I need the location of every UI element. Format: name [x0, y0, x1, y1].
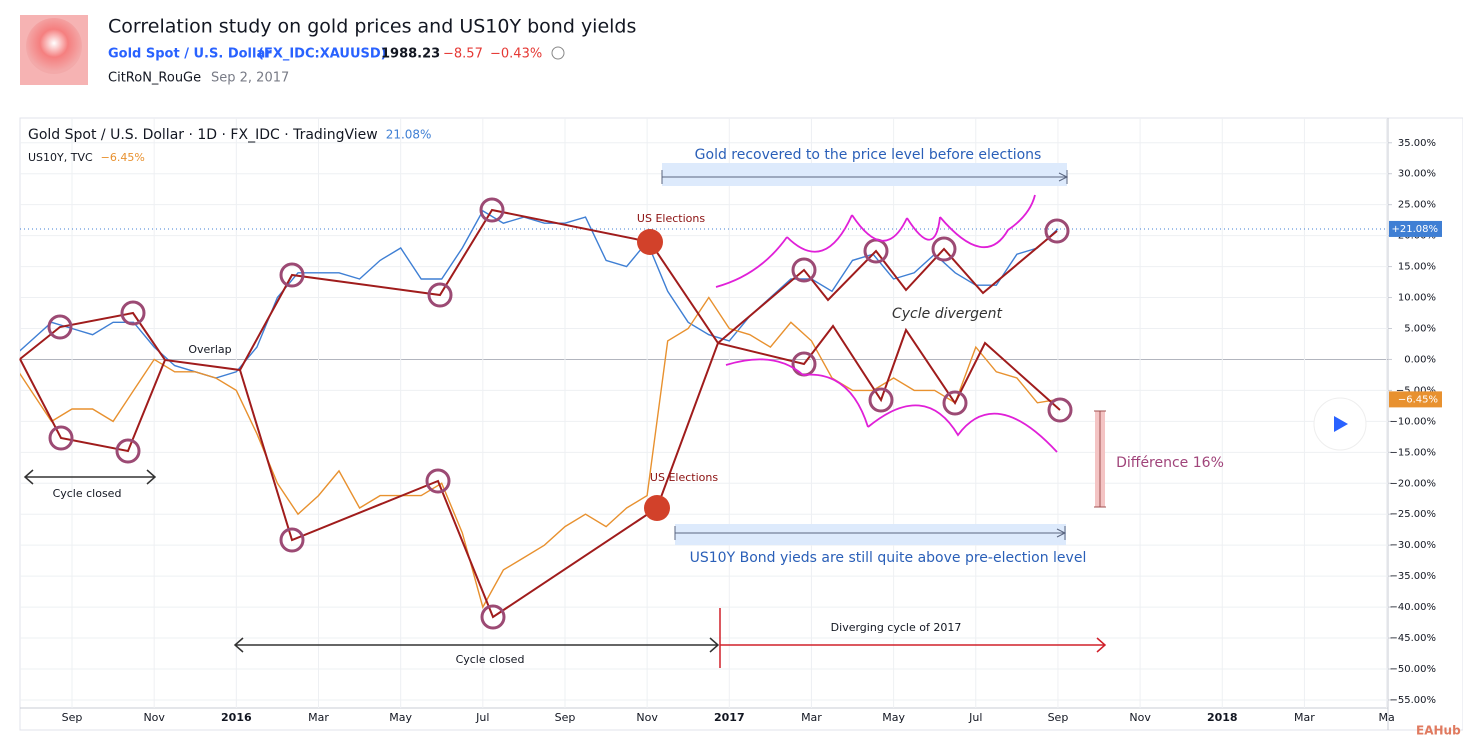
idea-title: Correlation study on gold prices and US1… [108, 16, 636, 38]
annotation: Gold recovered to the price level before… [695, 147, 1042, 163]
author[interactable]: CitRoN_RouGe [108, 71, 201, 86]
x-tick-label: May [389, 711, 412, 724]
y-tick-label: −30.00% [1389, 540, 1436, 551]
pivot-circle [931, 236, 957, 262]
date: Sep 2, 2017 [211, 71, 289, 86]
y-tick-label: −50.00% [1389, 664, 1436, 675]
annotation: US Elections [650, 471, 718, 484]
y-tick-label: 5.00% [1404, 323, 1436, 334]
x-tick-label: May [882, 711, 905, 724]
x-tick-label: Sep [555, 711, 576, 724]
annotation: US Elections [637, 212, 705, 225]
y-tick-label: −5.00% [1396, 385, 1436, 396]
y-tick-label: 10.00% [1398, 293, 1436, 304]
symbol-name[interactable]: Gold Spot / U.S. Dollar [108, 47, 272, 62]
chart-frame [19, 117, 1463, 731]
trend-zigzag [19, 208, 1058, 372]
last-value-tag [1389, 220, 1442, 237]
x-tick-label: Nov [1129, 711, 1151, 724]
y-tick-label: 0.00% [1404, 354, 1436, 365]
legend-name: US10Y, TVC [28, 151, 93, 164]
x-tick-label: Ma [1378, 711, 1394, 724]
y-tick-label: −20.00% [1389, 478, 1436, 489]
legend-name: Gold Spot / U.S. Dollar · 1D · FX_IDC · … [28, 127, 378, 143]
pivot-circle [480, 604, 506, 630]
avatar-icon [26, 18, 82, 74]
pivot-circle [427, 282, 453, 308]
pivot-circle [791, 257, 817, 283]
y-tick-label: 15.00% [1398, 262, 1436, 273]
change: −8.57 [443, 47, 483, 62]
pivot-circle [115, 438, 141, 464]
pivot-circle [1044, 218, 1070, 244]
y-tick-label: −55.00% [1389, 695, 1436, 706]
change-pct: −0.43% [490, 47, 542, 62]
x-tick-label: Mar [1294, 711, 1315, 724]
last-value-label: −6.45% [1398, 394, 1438, 405]
watermark: EAHub [1416, 724, 1461, 738]
clock-icon[interactable] [551, 46, 565, 60]
x-tick-label: Mar [308, 711, 329, 724]
annotation: Diverging cycle of 2017 [831, 621, 962, 634]
pivot-circle [1047, 397, 1073, 423]
pivot-circle [279, 527, 305, 553]
y-tick-label: −45.00% [1389, 633, 1436, 644]
y-tick-label: −40.00% [1389, 602, 1436, 613]
price: 1988.23 [381, 47, 440, 62]
election-dot [644, 495, 670, 521]
range-box [675, 524, 1066, 545]
annotation: Différence 16% [1116, 455, 1224, 471]
x-tick-label: 2017 [714, 711, 745, 724]
pivot-circle [47, 314, 73, 340]
annotation: Overlap [188, 343, 231, 356]
legend-value: −6.45% [101, 151, 145, 164]
y-tick-label: 30.00% [1398, 169, 1436, 180]
x-tick-label: Sep [62, 711, 83, 724]
range-arrow [661, 170, 1069, 184]
x-tick-label: Jul [475, 711, 489, 724]
pivot-circle [868, 387, 894, 413]
range-box [662, 163, 1067, 186]
pivot-circle [425, 468, 451, 494]
arrow [233, 637, 720, 653]
election-dot [637, 229, 663, 255]
pivot-circle [279, 262, 305, 288]
series-line [20, 209, 1059, 379]
series-line [20, 296, 1059, 609]
difference-arrow [1094, 410, 1106, 508]
x-tick-label: Nov [636, 711, 658, 724]
y-tick-label: −25.00% [1389, 509, 1436, 520]
annotation: Cycle divergent [892, 306, 1003, 322]
x-tick-label: Mar [801, 711, 822, 724]
annotation: US10Y Bond yieds are still quite above p… [690, 550, 1087, 566]
arrow [719, 608, 1107, 668]
x-tick-label: Sep [1048, 711, 1069, 724]
play-icon [1334, 416, 1348, 432]
legend-value: 21.08% [386, 128, 432, 142]
x-tick-label: 2016 [221, 711, 252, 724]
last-value-label: +21.08% [1391, 224, 1438, 235]
y-tick-label: 35.00% [1398, 138, 1436, 149]
x-tick-label: Jul [968, 711, 982, 724]
pivot-circle [48, 425, 74, 451]
arrow [23, 469, 157, 485]
cycle-arc [715, 194, 1036, 288]
y-tick-label: −35.00% [1389, 571, 1436, 582]
x-tick-label: 2018 [1207, 711, 1238, 724]
range-arrow [674, 526, 1067, 540]
last-value-tag [1389, 391, 1442, 408]
y-tick-label: 25.00% [1398, 200, 1436, 211]
cycle-arc [725, 358, 1058, 453]
symbol-code[interactable]: (FX_IDC:XAUUSD) [258, 47, 387, 62]
annotation: Cycle closed [53, 487, 122, 500]
trend-zigzag [19, 324, 1061, 619]
pivot-circle [479, 197, 505, 223]
y-tick-label: −10.00% [1389, 416, 1436, 427]
annotation: Cycle closed [456, 653, 525, 666]
pivot-circle [942, 390, 968, 416]
y-tick-label: −15.00% [1389, 447, 1436, 458]
pivot-circle [120, 300, 146, 326]
x-tick-label: Nov [143, 711, 165, 724]
